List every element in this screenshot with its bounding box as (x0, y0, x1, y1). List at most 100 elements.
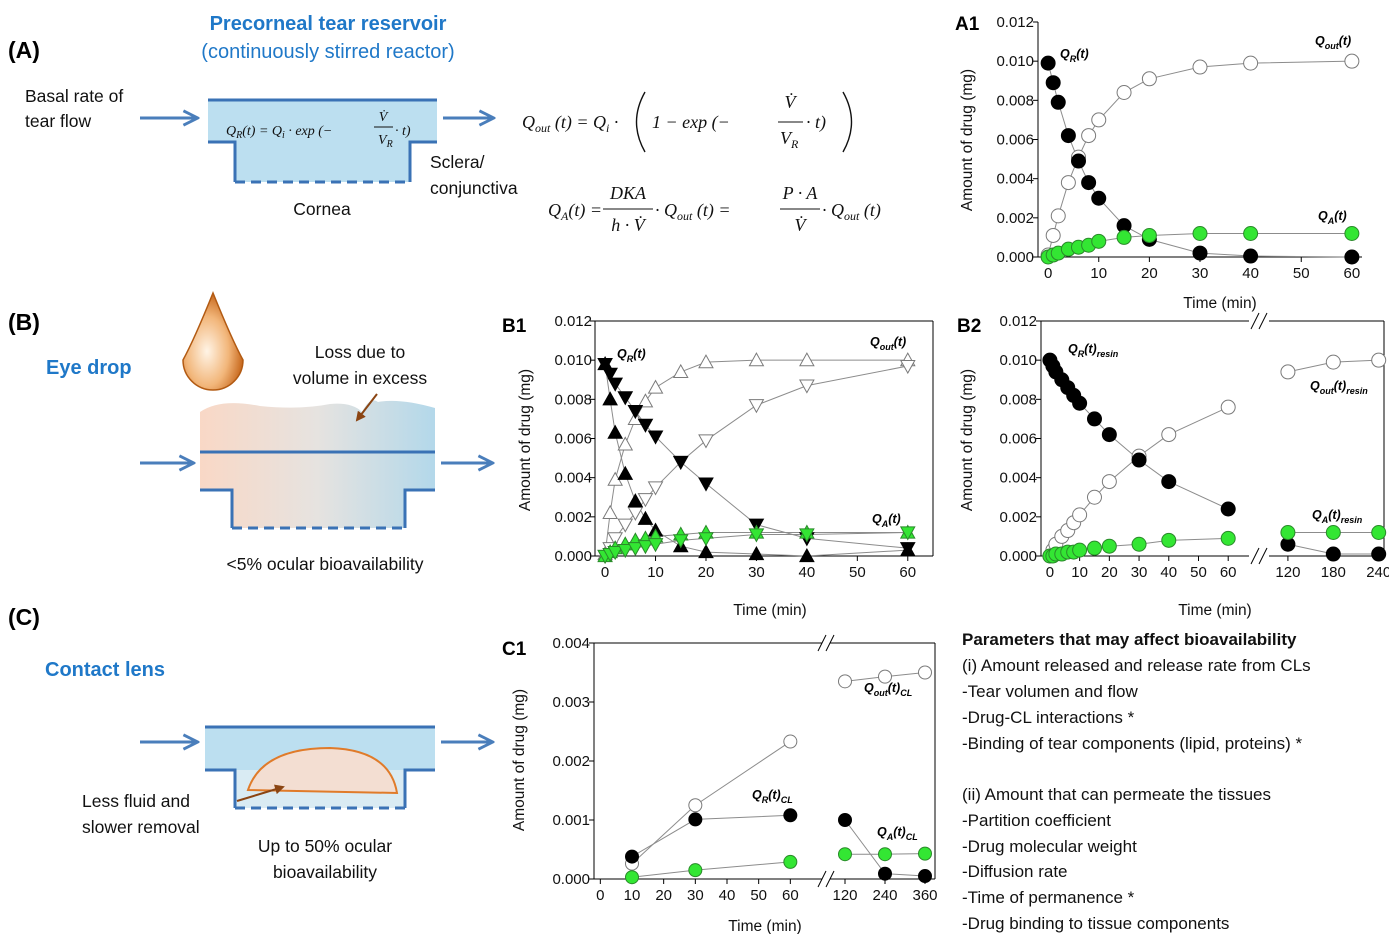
chart: 0 10 20 30 40 50 60 120 180 240 0.000 0.002 0.004 0.0… (957, 312, 1389, 619)
curve-label-part: Q (1060, 47, 1070, 61)
marker (698, 532, 714, 547)
curve-label-part: CL (781, 795, 793, 805)
curve-label-part: A (1327, 216, 1335, 226)
marker (899, 359, 916, 375)
y-tick-label: 0.006 (999, 431, 1037, 448)
curve-label: Qout(t) (870, 335, 906, 352)
lens-label: slower removal (82, 817, 200, 837)
marker (627, 404, 644, 420)
equation: · t) (806, 112, 826, 133)
equation: h · V̇ (611, 214, 647, 235)
diagram-title: Eye drop (46, 357, 132, 379)
marker (783, 734, 798, 749)
panel-c: (C) Contact lens Less fluid and slower r… (8, 604, 491, 882)
marker (607, 545, 624, 561)
parameters: Parameters that may affect bioavailabili… (962, 630, 1311, 933)
parameter: -Time of permanence * (962, 888, 1135, 907)
curve-label: QR(t)resin (1068, 342, 1119, 359)
y-tick-label: 0.001 (552, 812, 590, 829)
x-axis-title: Time (min) (733, 602, 806, 619)
panel-label: A1 (955, 14, 980, 35)
marker (672, 455, 689, 471)
x-axis-title: Time (min) (728, 918, 801, 934)
marker (672, 363, 689, 379)
arrow (355, 393, 378, 422)
x-tick-label: 40 (799, 564, 816, 581)
curve-label-part: Q (872, 512, 882, 526)
y-tick-label: 0.000 (996, 249, 1034, 266)
marker (1050, 208, 1066, 224)
y-tick-label: 0.012 (996, 14, 1034, 31)
marker (1325, 546, 1341, 562)
x-tick-label: 20 (1101, 564, 1118, 581)
marker (1325, 354, 1341, 370)
equation: QA(t) = (548, 200, 602, 223)
x-tick-label: 60 (1344, 265, 1361, 282)
marker (1141, 71, 1157, 87)
marker (918, 846, 932, 861)
x-tick-label: 0 (1044, 265, 1052, 282)
y-tick-label: 0.000 (552, 871, 590, 888)
marker (1161, 474, 1177, 490)
x-tick-label: 60 (782, 887, 799, 904)
marker (1101, 538, 1117, 554)
y-tick-label: 0.008 (996, 92, 1034, 109)
panel-a: (A) Precorneal tear reservoir (continuou… (8, 13, 881, 235)
y-tick-label: 0.006 (554, 431, 592, 448)
x-tick-label: 20 (698, 564, 715, 581)
marker (748, 528, 765, 543)
y-tick-label: 0.004 (996, 171, 1034, 188)
marker (1116, 229, 1132, 245)
marker (1161, 427, 1177, 443)
marker (1081, 175, 1097, 191)
arrow (236, 784, 285, 802)
curve-label-part: Q (617, 347, 627, 361)
marker (899, 542, 916, 557)
marker (1050, 94, 1066, 110)
lens-label: Less fluid and (82, 791, 190, 811)
contact-lens (246, 746, 399, 795)
marker (1091, 233, 1107, 249)
parameters-title: Parameters that may affect bioavailabili… (962, 630, 1297, 649)
equation: Qout (t) = Qi · (522, 112, 618, 135)
y-axis-title: Amount of drug (mg) (517, 369, 534, 511)
chart: 0 10 20 30 40 50 60 0.000 0.002 0.004 0.006 0.008 0.… (955, 14, 1362, 312)
marker (1243, 226, 1259, 241)
marker (799, 547, 815, 563)
marker (607, 377, 624, 392)
paren (635, 91, 646, 153)
curve-label-part: (t) (1076, 47, 1089, 61)
marker (602, 391, 618, 406)
y-tick-label: 0.010 (996, 53, 1034, 70)
curve-label-part: R (1070, 54, 1077, 64)
x-tick-label: 0 (1046, 564, 1054, 581)
curve-label: QR(t)CL (752, 788, 793, 805)
marker (625, 849, 639, 864)
curve-label-part: (t) (893, 825, 906, 839)
x-tick-label: 10 (1071, 564, 1088, 581)
marker (647, 481, 664, 496)
marker (672, 534, 689, 549)
marker (799, 528, 815, 543)
marker (698, 354, 714, 369)
marker (1086, 489, 1102, 505)
x-tick-label: 60 (899, 564, 916, 581)
curve-label-part: Q (870, 335, 880, 349)
y-tick-label: 0.002 (552, 753, 590, 770)
axis-break (1250, 312, 1260, 330)
y-tick-label: 0.004 (999, 470, 1037, 487)
series-line (631, 861, 791, 878)
marker (1220, 530, 1236, 546)
marker (1243, 55, 1259, 71)
marker (1081, 128, 1097, 144)
axis-break (1250, 547, 1260, 565)
curve-label: QA(t) (1318, 209, 1347, 226)
x-tick-label: 240 (872, 887, 897, 904)
marker (617, 544, 634, 559)
equation: · t) (395, 124, 411, 139)
marker (688, 863, 703, 878)
axis-break (817, 870, 827, 888)
marker (637, 510, 654, 525)
panel-label: (B) (8, 309, 40, 335)
x-tick-label: 0 (601, 564, 609, 581)
